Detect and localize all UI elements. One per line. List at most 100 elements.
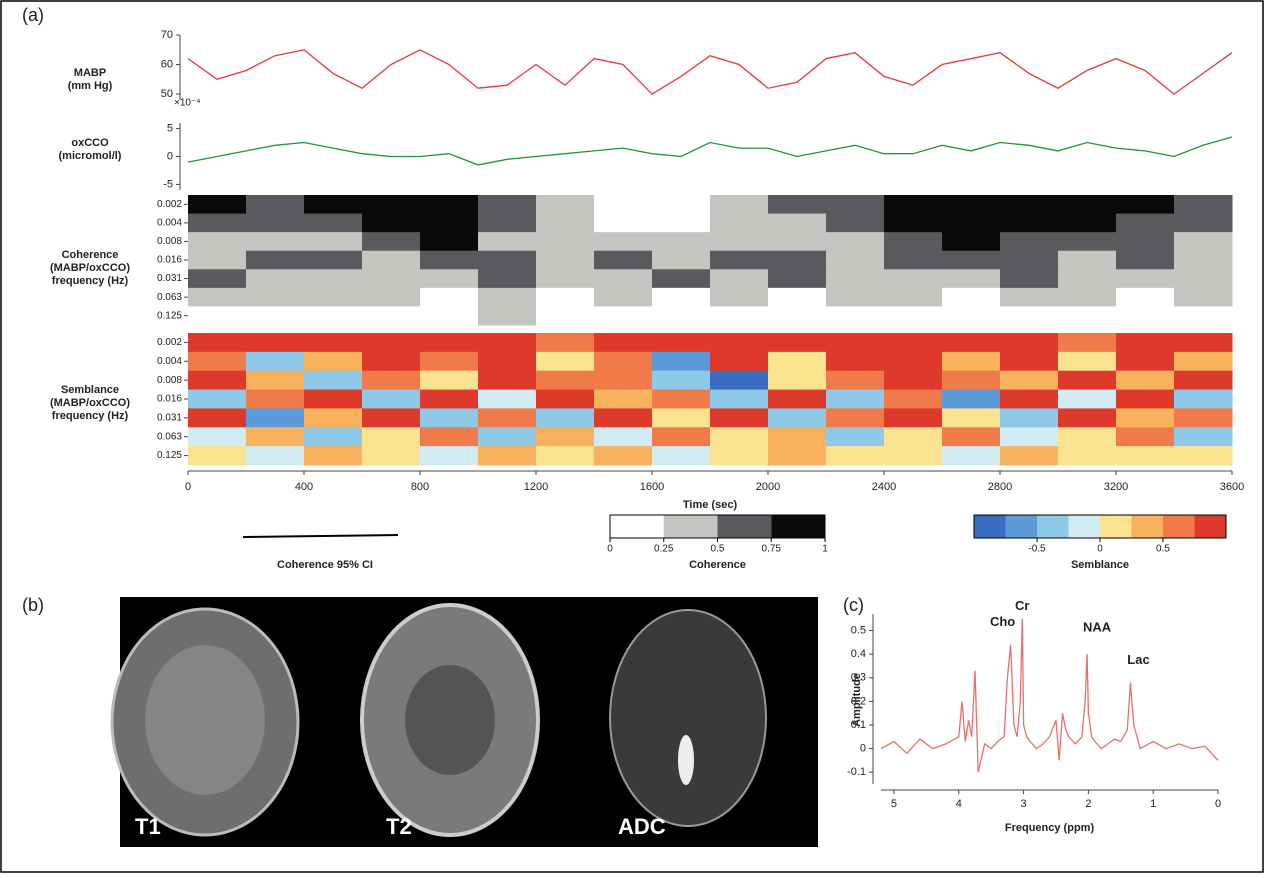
heat-cell	[536, 195, 595, 214]
y-axis-label: (MABP/oxCCO)	[50, 262, 130, 274]
heat-cell	[826, 306, 885, 325]
heat-cell	[478, 333, 537, 352]
heat-cell	[652, 195, 711, 214]
heat-cell	[1000, 333, 1059, 352]
x-tick-label: 0	[1215, 798, 1221, 810]
heat-cell	[1058, 408, 1117, 427]
heat-cell	[478, 352, 537, 371]
heat-cell	[768, 288, 827, 307]
y-tick-label: 50	[161, 88, 173, 100]
heat-cell	[1174, 408, 1233, 427]
heat-cell	[1116, 390, 1175, 409]
mri-adc-bright	[678, 735, 694, 785]
heat-cell	[1058, 390, 1117, 409]
heat-cell	[1000, 371, 1059, 390]
heat-cell	[536, 371, 595, 390]
heat-cell	[246, 333, 305, 352]
y-tick-label: 0.063	[157, 431, 182, 442]
y-tick-label: 0	[167, 150, 173, 162]
heat-cell	[942, 288, 1001, 307]
heat-cell	[188, 333, 247, 352]
heat-cell	[478, 232, 537, 251]
heat-cell	[652, 427, 711, 446]
heat-cell	[246, 195, 305, 214]
heat-cell	[652, 214, 711, 233]
heat-cell	[304, 352, 363, 371]
heat-cell	[478, 288, 537, 307]
heat-cell	[478, 427, 537, 446]
colorbar-segment	[664, 515, 718, 538]
heat-cell	[1116, 214, 1175, 233]
ci-line	[243, 535, 398, 537]
heat-cell	[1000, 269, 1059, 288]
heat-cell	[594, 446, 653, 465]
heat-cell	[1116, 352, 1175, 371]
heat-cell	[362, 408, 421, 427]
heat-cell	[1000, 390, 1059, 409]
heat-cell	[420, 352, 479, 371]
heat-cell	[246, 408, 305, 427]
heat-cell	[826, 408, 885, 427]
x-axis-label: Time (sec)	[683, 499, 738, 511]
heat-cell	[1116, 446, 1175, 465]
colorbar-tick-label: 0	[1097, 544, 1103, 555]
heat-cell	[710, 352, 769, 371]
heat-cell	[420, 269, 479, 288]
heat-cell	[1174, 390, 1233, 409]
x-tick-label: 3200	[1104, 481, 1128, 493]
heat-cell	[594, 390, 653, 409]
x-tick-label: 2000	[756, 481, 780, 493]
heat-cell	[536, 288, 595, 307]
y-tick-label: 0.004	[157, 356, 182, 367]
heat-cell	[188, 269, 247, 288]
colorbar-segment	[974, 515, 1006, 538]
y-tick-label: 0.002	[157, 199, 182, 210]
heat-cell	[304, 214, 363, 233]
heat-cell	[942, 269, 1001, 288]
heat-cell	[768, 446, 827, 465]
heat-cell	[594, 352, 653, 371]
heat-cell	[768, 408, 827, 427]
heat-cell	[768, 232, 827, 251]
heat-cell	[1174, 288, 1233, 307]
heat-cell	[246, 306, 305, 325]
x-tick-label: 1200	[524, 481, 548, 493]
heat-cell	[652, 306, 711, 325]
heat-cell	[652, 352, 711, 371]
x-tick-label: 4	[956, 798, 962, 810]
heat-cell	[594, 371, 653, 390]
heat-cell	[304, 288, 363, 307]
colorbar-tick-label: 0.75	[762, 544, 782, 555]
heat-cell	[594, 333, 653, 352]
heat-cell	[1116, 232, 1175, 251]
peak-label: Cr	[1015, 598, 1029, 613]
heat-cell	[536, 251, 595, 270]
heat-cell	[1000, 352, 1059, 371]
heat-cell	[536, 408, 595, 427]
heat-cell	[362, 269, 421, 288]
heat-cell	[594, 269, 653, 288]
y-tick-label: 5	[167, 122, 173, 134]
heat-cell	[594, 195, 653, 214]
heat-cell	[942, 195, 1001, 214]
heat-cell	[420, 288, 479, 307]
mri-t1-inner	[145, 645, 265, 795]
heat-cell	[536, 446, 595, 465]
heat-cell	[420, 390, 479, 409]
y-axis-label: (MABP/oxCCO)	[50, 397, 130, 409]
heat-cell	[304, 371, 363, 390]
heat-cell	[246, 352, 305, 371]
heat-cell	[362, 333, 421, 352]
y-tick-label: 0.016	[157, 255, 182, 266]
heat-cell	[942, 306, 1001, 325]
heat-cell	[420, 446, 479, 465]
y-axis-label: frequency (Hz)	[52, 410, 129, 422]
heat-cell	[826, 232, 885, 251]
x-tick-label: 800	[411, 481, 429, 493]
y-axis-label: Coherence	[62, 249, 119, 261]
heat-cell	[942, 371, 1001, 390]
y-tick-label: 0.008	[157, 236, 182, 247]
colorbar-segment	[1132, 515, 1164, 538]
heat-cell	[826, 195, 885, 214]
colorbar-tick-label: 0	[607, 544, 613, 555]
